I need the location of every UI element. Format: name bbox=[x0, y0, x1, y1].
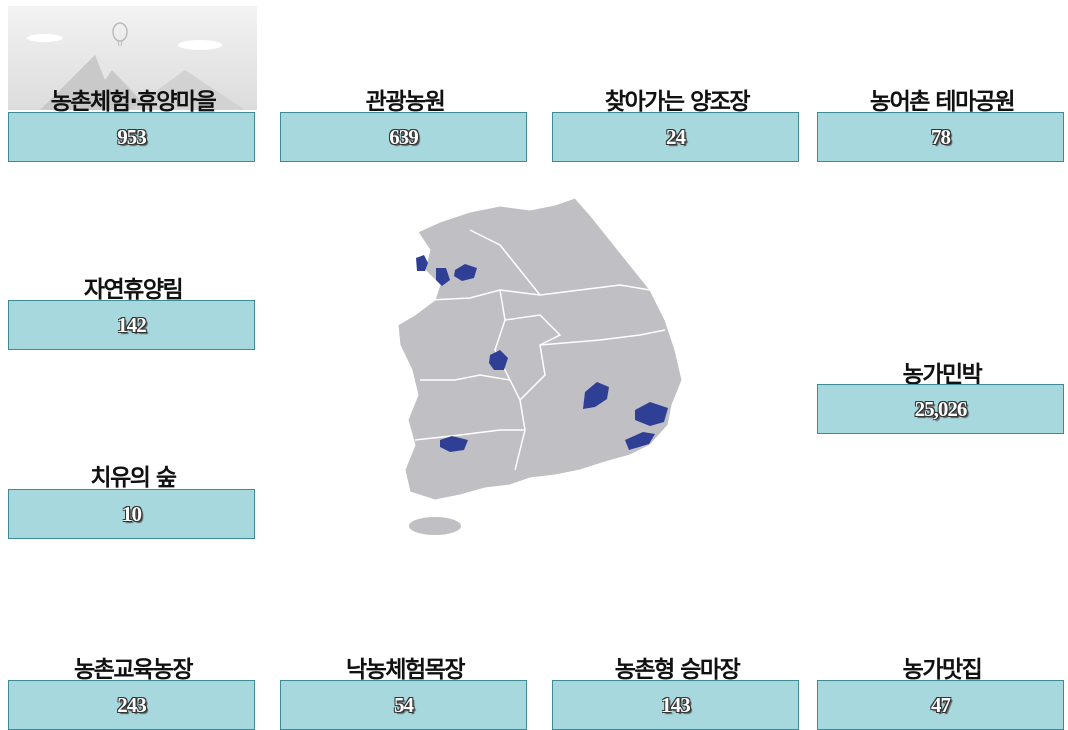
item-label: 농촌교육농장 bbox=[74, 657, 193, 683]
item-value: 54 bbox=[280, 680, 527, 730]
item-label: 낙농체험목장 bbox=[346, 657, 465, 683]
item-value: 78 bbox=[817, 112, 1064, 162]
item-label: 농촌형 승마장 bbox=[614, 657, 741, 683]
item-value: 25,026 bbox=[817, 384, 1064, 434]
item-value: 47 bbox=[817, 680, 1064, 730]
item-label: 찾아가는 양조장 bbox=[604, 89, 751, 115]
item-value: 639 bbox=[280, 112, 527, 162]
item-label: 농가민박 bbox=[902, 362, 983, 388]
item-label: 치유의 숲 bbox=[90, 465, 177, 491]
korea-map bbox=[397, 197, 683, 535]
highlight-regions bbox=[416, 255, 668, 452]
item-label: 농가맛집 bbox=[902, 657, 983, 683]
item-label: 농촌체험·휴양마을 bbox=[50, 89, 217, 115]
jeju bbox=[409, 517, 461, 535]
item-label: 자연휴양림 bbox=[83, 277, 184, 303]
item-value: 10 bbox=[8, 489, 255, 539]
decoration bbox=[8, 6, 257, 110]
item-value: 143 bbox=[552, 680, 799, 730]
item-value: 243 bbox=[8, 680, 255, 730]
item-label: 관광농원 bbox=[365, 89, 446, 115]
item-value: 24 bbox=[552, 112, 799, 162]
item-label: 농어촌 테마공원 bbox=[869, 89, 1016, 115]
item-value: 142 bbox=[8, 300, 255, 350]
item-value: 953 bbox=[8, 112, 255, 162]
